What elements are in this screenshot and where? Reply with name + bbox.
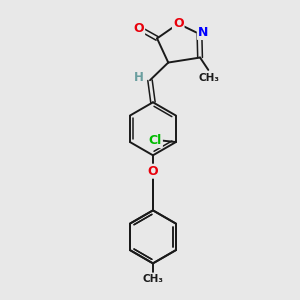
Text: CH₃: CH₃ <box>198 73 219 83</box>
Text: Cl: Cl <box>149 134 162 147</box>
Text: CH₃: CH₃ <box>142 274 164 284</box>
Text: O: O <box>173 17 184 30</box>
Text: O: O <box>134 22 144 35</box>
Text: O: O <box>148 165 158 178</box>
Text: N: N <box>198 26 208 39</box>
Text: H: H <box>134 71 144 84</box>
